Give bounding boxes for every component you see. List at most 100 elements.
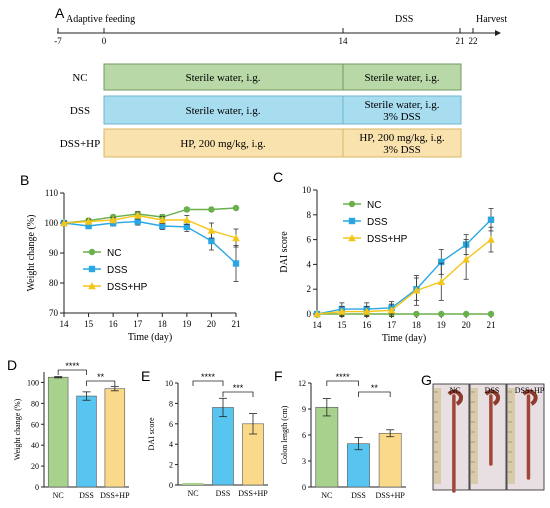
significance-label: **** [336, 372, 351, 382]
y-axis-label: DAI score [147, 417, 156, 451]
legend-label: NC [367, 200, 381, 211]
x-tick-label: 18 [158, 319, 168, 329]
y-tick-label: 100 [45, 218, 59, 228]
data-point [338, 307, 346, 315]
x-tick-label: DSS [79, 491, 94, 500]
x-axis-label: Time (day) [128, 332, 172, 343]
y-tick-label: 80 [31, 399, 39, 408]
cecum-shape [447, 389, 464, 406]
y-tick-label: 6 [302, 431, 306, 440]
series-line [63, 220, 237, 265]
y-tick-label: 2 [169, 461, 173, 470]
x-tick-label: 21 [487, 320, 496, 330]
design-row-box [103, 63, 462, 91]
x-tick-label: DSS [351, 491, 366, 500]
panel-g-colon-photos: G NC DSS DSS+HP [421, 372, 545, 493]
design-cell-text: Sterile water, i.g. [364, 99, 439, 111]
design-cell-text: Sterile water, i.g. [185, 105, 260, 117]
data-point [438, 258, 445, 266]
design-cell-text: HP, 200 mg/kg, i.g. [180, 138, 266, 150]
data-point [88, 265, 96, 273]
x-tick-label: 16 [109, 319, 119, 329]
legend-label: DSS+HP [367, 234, 408, 245]
data-point [159, 222, 166, 230]
significance-bracket [57, 369, 87, 375]
bar [212, 407, 234, 486]
data-point [487, 216, 495, 223]
x-tick-label: 17 [133, 319, 143, 329]
significance-label: **** [65, 361, 80, 371]
design-cell-text: Sterile water, i.g. [364, 72, 439, 84]
ruler-strip [471, 388, 478, 484]
timeline-phase-dss: DSS [395, 14, 413, 25]
data-point [462, 310, 470, 318]
legend-label: DSS [107, 265, 128, 276]
x-tick-label: 20 [207, 319, 217, 329]
x-tick-label: 21 [232, 319, 241, 329]
data-point [133, 211, 142, 219]
series-line [63, 214, 237, 239]
timeline-tick-label: 14 [339, 36, 349, 46]
bar [347, 443, 370, 488]
data-point [208, 237, 215, 245]
data-point [413, 310, 420, 318]
y-tick-label: 100 [27, 378, 39, 387]
y-tick-label: 90 [49, 248, 59, 258]
x-tick-label: 16 [362, 320, 372, 330]
y-axis-label: Weight change (%) [13, 398, 22, 460]
design-cell-text: HP, 200 mg/kg, i.g. [359, 132, 445, 144]
bar [104, 388, 126, 488]
data-point [183, 206, 191, 213]
timeline-phase-adaptive: Adaptive feeding [66, 14, 135, 25]
y-tick-label: 40 [31, 441, 39, 450]
cecum-shape [484, 389, 501, 406]
x-tick-label: 19 [437, 320, 447, 330]
x-tick-label: 14 [313, 320, 323, 330]
data-point [437, 277, 446, 285]
bar [378, 432, 402, 488]
x-tick-label: DSS+HP [238, 489, 268, 498]
significance-label: *** [233, 383, 244, 393]
data-point [232, 204, 240, 212]
significance-bracket [86, 380, 116, 386]
y-tick-label: 6 [169, 420, 173, 429]
bar [76, 395, 97, 488]
x-tick-label: 20 [462, 320, 472, 330]
data-point [88, 282, 96, 290]
significance-label: ** [371, 383, 379, 393]
ruler-strip [508, 388, 515, 484]
panel-label: E [141, 368, 150, 384]
design-row-group-label: DSS+HP [60, 138, 100, 150]
design-cell-text: 3% DSS [383, 111, 421, 123]
x-tick-label: NC [187, 489, 198, 498]
ruler-strip [434, 388, 441, 484]
design-cell-text: Sterile water, i.g. [185, 72, 260, 84]
legend-label: DSS [367, 217, 388, 228]
data-point [88, 248, 96, 256]
timeline-tick-label: 22 [469, 36, 478, 46]
y-tick-label: 0 [169, 481, 173, 490]
timeline-arrowhead [495, 30, 501, 36]
data-point [232, 234, 240, 242]
photo-group-label: DSS+HP [515, 386, 545, 395]
panel-label: D [7, 357, 17, 373]
data-point [348, 234, 356, 242]
y-tick-label: 6 [307, 235, 312, 245]
y-tick-label: 8 [307, 210, 312, 220]
x-tick-label: 14 [60, 319, 70, 329]
y-tick-label: 20 [31, 462, 39, 471]
panel-a-experimental-design: A Adaptive feeding DSS Harvest -7 0 14 21 22… [54, 5, 507, 158]
significance-bracket [358, 391, 391, 397]
design-cell-text: 3% DSS [383, 144, 421, 156]
y-tick-label: 4 [307, 259, 312, 269]
y-tick-label: 2 [307, 284, 312, 294]
panel-label: B [20, 172, 29, 188]
timeline-tick-label: 0 [102, 36, 107, 46]
series-line [63, 207, 237, 224]
x-tick-label: NC [321, 491, 332, 500]
data-point [208, 206, 215, 213]
x-tick-label: 18 [412, 320, 422, 330]
x-axis-label: Time (day) [382, 333, 426, 344]
data-point [487, 235, 495, 243]
